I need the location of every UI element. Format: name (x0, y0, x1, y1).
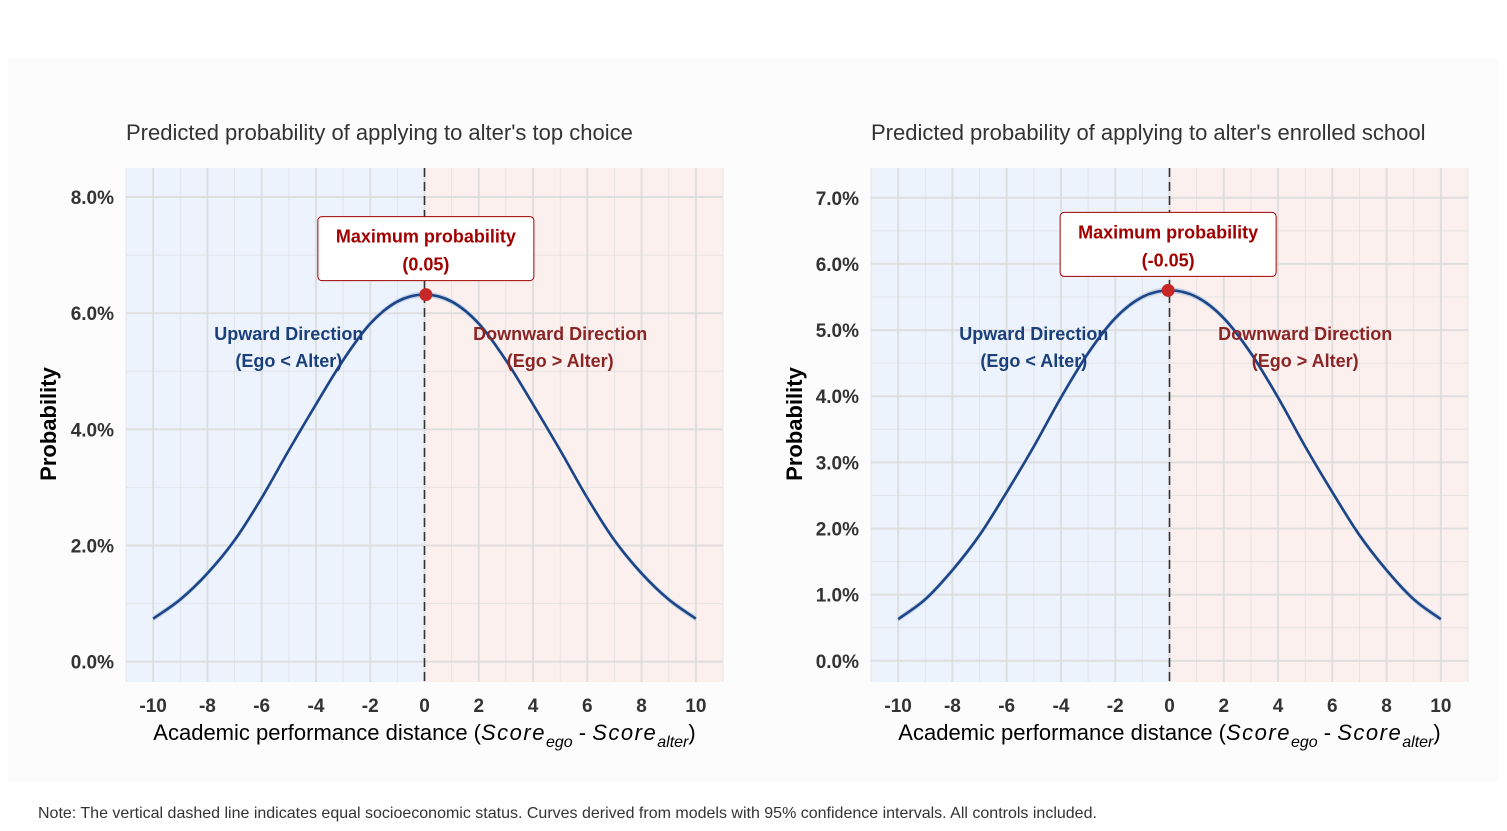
x-axis-label: Academic performance distance (Scoreego … (153, 720, 695, 751)
downward-direction-label: Downward Direction (1218, 324, 1392, 344)
max-annotation-value: (-0.05) (1142, 250, 1195, 270)
y-tick-label: 3.0% (816, 453, 859, 474)
max-annotation-title: Maximum probability (1078, 222, 1258, 242)
y-tick-label: 0.0% (816, 652, 859, 673)
y-tick-label: 2.0% (71, 537, 114, 558)
x-tick-label: 8 (636, 696, 647, 717)
x-tick-label: 4 (1273, 696, 1284, 717)
y-tick-label: 5.0% (816, 321, 859, 342)
x-tick-label: -6 (998, 696, 1015, 717)
x-tick-label: 6 (582, 696, 593, 717)
y-tick-label: 4.0% (816, 387, 859, 408)
downward-direction-sublabel: (Ego > Alter) (1252, 351, 1359, 371)
y-axis-label: Probability (36, 366, 61, 480)
x-tick-label: -8 (944, 696, 961, 717)
x-tick-label: 0 (419, 696, 430, 717)
chart-panel-enrolled-school: Maximum probability (-0.05) Upward Directi… (782, 120, 1469, 751)
x-axis-label-part: Score (1337, 720, 1402, 745)
max-point (1161, 283, 1175, 297)
y-tick-label: 2.0% (816, 520, 859, 541)
x-tick-label: -2 (1107, 696, 1124, 717)
x-tick-label: -4 (1053, 696, 1070, 717)
y-tick-label: 8.0% (71, 188, 114, 209)
x-tick-label: -4 (308, 696, 325, 717)
chart-title: Predicted probability of applying to alt… (871, 120, 1426, 145)
y-axis-label: Probability (782, 366, 807, 480)
downward-direction-sublabel: (Ego > Alter) (507, 351, 614, 371)
x-axis-label-part: ) (688, 720, 695, 745)
max-point (419, 288, 433, 302)
x-tick-label: 0 (1164, 696, 1175, 717)
x-tick-label: 10 (685, 696, 706, 717)
downward-direction-label: Downward Direction (473, 324, 647, 344)
x-tick-label: -2 (362, 696, 379, 717)
upward-direction-sublabel: (Ego < Alter) (235, 351, 342, 371)
x-tick-label: 6 (1327, 696, 1338, 717)
max-annotation-box (317, 216, 535, 282)
x-axis-label-part: ) (1433, 720, 1440, 745)
x-tick-label: -6 (253, 696, 270, 717)
upward-direction-sublabel: (Ego < Alter) (980, 351, 1087, 371)
x-tick-label: 8 (1381, 696, 1392, 717)
x-axis-label-part: Academic performance distance ( (898, 720, 1226, 745)
x-axis-label-part: ego (1291, 734, 1318, 751)
x-axis-label: Academic performance distance (Scoreego … (898, 720, 1440, 751)
y-tick-label: 4.0% (71, 420, 114, 441)
x-tick-label: 4 (528, 696, 539, 717)
max-annotation-box (1059, 211, 1277, 277)
x-tick-label: 2 (473, 696, 484, 717)
figure-note: Note: The vertical dashed line indicates… (38, 805, 1097, 822)
x-axis-label-part: Academic performance distance ( (153, 720, 481, 745)
x-tick-label: 2 (1218, 696, 1229, 717)
upward-direction-label: Upward Direction (959, 324, 1108, 344)
max-annotation-value: (0.05) (402, 255, 449, 275)
chart-title: Predicted probability of applying to alt… (126, 120, 633, 145)
y-tick-label: 1.0% (816, 586, 859, 607)
x-axis-label-part: - (573, 720, 593, 745)
y-tick-label: 6.0% (816, 255, 859, 276)
x-axis-label-part: - (1318, 720, 1338, 745)
x-axis-label-part: alter (1402, 734, 1434, 751)
x-tick-label: 10 (1430, 696, 1451, 717)
x-tick-label: -10 (884, 696, 911, 717)
max-annotation-title: Maximum probability (336, 227, 516, 247)
y-tick-label: 0.0% (71, 653, 114, 674)
y-tick-label: 6.0% (71, 304, 114, 325)
y-tick-label: 7.0% (816, 189, 859, 210)
x-axis-label-part: Score (1226, 720, 1291, 745)
chart-panel-top-choice: Maximum probability (0.05) Upward Directio… (36, 120, 724, 751)
x-tick-label: -10 (139, 696, 166, 717)
x-axis-label-part: Score (592, 720, 657, 745)
x-axis-label-part: ego (546, 734, 573, 751)
upward-direction-label: Upward Direction (214, 324, 363, 344)
x-tick-label: -8 (199, 696, 216, 717)
x-axis-label-part: alter (657, 734, 689, 751)
x-axis-label-part: Score (481, 720, 546, 745)
